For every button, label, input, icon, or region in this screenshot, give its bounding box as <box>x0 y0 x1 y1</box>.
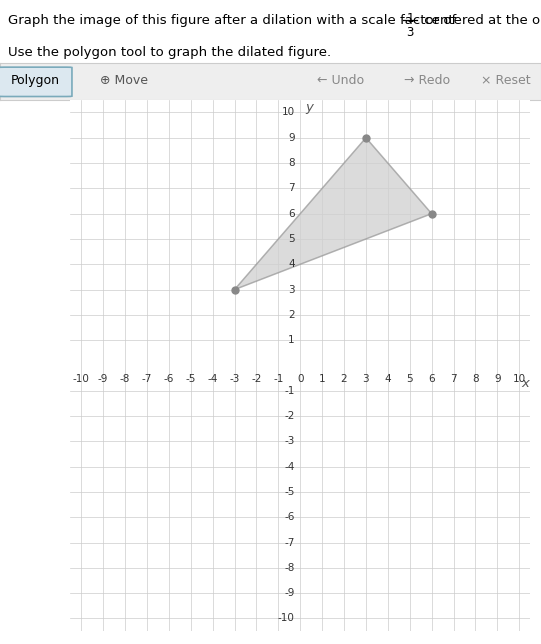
Text: 10: 10 <box>513 374 526 384</box>
Polygon shape <box>235 138 432 290</box>
Text: y: y <box>306 101 314 114</box>
Text: -4: -4 <box>285 462 295 471</box>
Text: 3: 3 <box>406 26 414 39</box>
Text: 8: 8 <box>288 158 295 168</box>
Text: 6: 6 <box>288 209 295 219</box>
Text: -10: -10 <box>73 374 90 384</box>
Text: Graph the image of this figure after a dilation with a scale factor of: Graph the image of this figure after a d… <box>8 14 460 27</box>
Text: -8: -8 <box>120 374 130 384</box>
Text: x: x <box>521 377 529 390</box>
Text: 0: 0 <box>297 374 304 384</box>
Text: ⊕ Move: ⊕ Move <box>100 74 148 87</box>
Text: 5: 5 <box>288 234 295 244</box>
Text: 1: 1 <box>406 12 414 25</box>
Text: centered at the origin.: centered at the origin. <box>420 14 541 27</box>
Text: 8: 8 <box>472 374 479 384</box>
Text: -7: -7 <box>142 374 152 384</box>
Text: 5: 5 <box>406 374 413 384</box>
Text: -1: -1 <box>285 386 295 396</box>
Text: 7: 7 <box>288 184 295 193</box>
Text: -4: -4 <box>208 374 218 384</box>
Text: 4: 4 <box>288 260 295 269</box>
Text: 4: 4 <box>385 374 391 384</box>
Text: 7: 7 <box>450 374 457 384</box>
Text: -8: -8 <box>285 563 295 573</box>
Text: -10: -10 <box>278 614 295 623</box>
Text: 2: 2 <box>288 310 295 320</box>
Text: 1: 1 <box>288 335 295 345</box>
Text: → Redo: → Redo <box>404 74 451 87</box>
Text: 9: 9 <box>288 133 295 143</box>
Text: -5: -5 <box>186 374 196 384</box>
Text: -3: -3 <box>285 437 295 446</box>
Text: 2: 2 <box>341 374 347 384</box>
Text: -5: -5 <box>285 487 295 497</box>
Text: × Reset: × Reset <box>481 74 531 87</box>
Text: 6: 6 <box>428 374 435 384</box>
Text: -9: -9 <box>98 374 108 384</box>
Text: ← Undo: ← Undo <box>317 74 365 87</box>
FancyBboxPatch shape <box>0 67 72 97</box>
Text: -2: -2 <box>285 411 295 421</box>
Text: -2: -2 <box>251 374 262 384</box>
Text: 1: 1 <box>319 374 326 384</box>
Text: 9: 9 <box>494 374 500 384</box>
Text: -1: -1 <box>273 374 283 384</box>
Text: Polygon: Polygon <box>11 74 60 87</box>
Text: -9: -9 <box>285 588 295 598</box>
Text: -7: -7 <box>285 538 295 547</box>
Text: -6: -6 <box>285 512 295 522</box>
Text: Use the polygon tool to graph the dilated figure.: Use the polygon tool to graph the dilate… <box>8 46 331 59</box>
Text: 3: 3 <box>362 374 370 384</box>
Text: 10: 10 <box>282 108 295 117</box>
Text: 3: 3 <box>288 285 295 294</box>
Text: -6: -6 <box>164 374 174 384</box>
Text: -3: -3 <box>229 374 240 384</box>
